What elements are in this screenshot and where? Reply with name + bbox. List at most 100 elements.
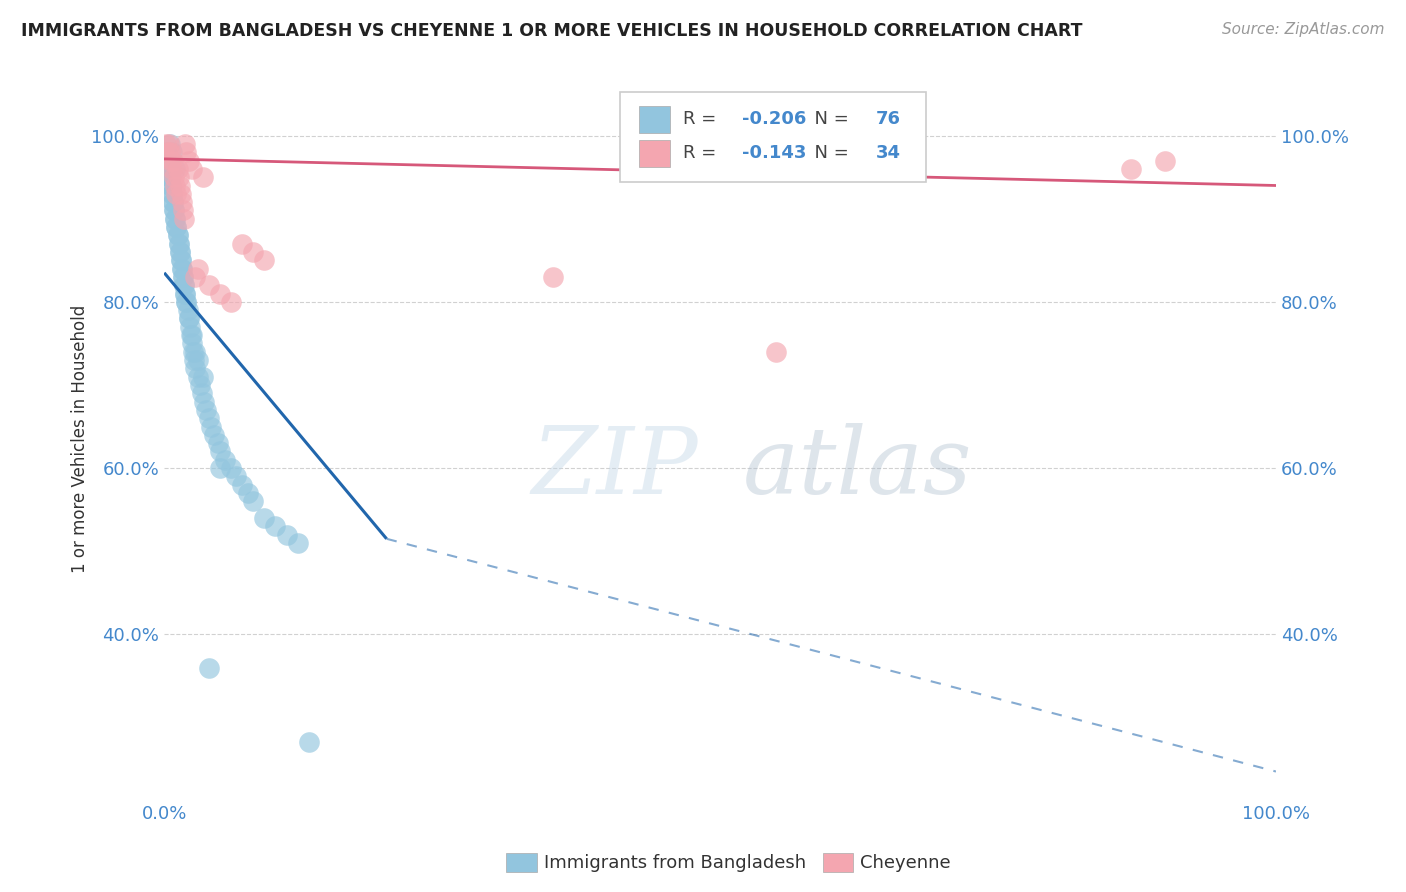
Point xyxy=(174,286,197,301)
Point xyxy=(170,253,193,268)
Point xyxy=(181,161,204,176)
Point xyxy=(765,344,787,359)
Text: 34: 34 xyxy=(876,145,901,162)
Text: 76: 76 xyxy=(876,111,901,128)
Point xyxy=(173,211,195,226)
Point xyxy=(170,195,193,210)
Point xyxy=(159,170,181,185)
Point xyxy=(179,319,201,334)
Point xyxy=(155,136,177,151)
Point xyxy=(172,203,194,218)
Text: -0.143: -0.143 xyxy=(742,145,807,162)
Point xyxy=(156,145,179,160)
Point xyxy=(264,519,287,533)
Point xyxy=(170,261,193,276)
Point xyxy=(191,386,214,401)
Text: IMMIGRANTS FROM BANGLADESH VS CHEYENNE 1 OR MORE VEHICLES IN HOUSEHOLD CORRELATI: IMMIGRANTS FROM BANGLADESH VS CHEYENNE 1… xyxy=(21,22,1083,40)
Point xyxy=(191,170,214,185)
Point xyxy=(156,153,179,168)
Point xyxy=(177,311,200,326)
Point xyxy=(159,145,181,160)
Point xyxy=(163,203,186,218)
Point xyxy=(165,186,187,201)
Point xyxy=(202,428,225,442)
Point xyxy=(197,278,219,293)
Point xyxy=(184,361,207,376)
FancyBboxPatch shape xyxy=(620,92,925,182)
Point xyxy=(166,228,188,243)
Point xyxy=(184,269,207,284)
Point xyxy=(253,253,276,268)
Point xyxy=(184,344,207,359)
Point xyxy=(160,161,183,176)
Point xyxy=(155,145,177,160)
Point xyxy=(231,477,253,491)
Point xyxy=(219,461,242,475)
Point xyxy=(208,461,231,475)
Point xyxy=(165,211,187,226)
Point xyxy=(181,328,204,343)
Text: ZIP: ZIP xyxy=(531,423,697,513)
Point xyxy=(174,286,197,301)
Text: N =: N = xyxy=(803,145,855,162)
FancyBboxPatch shape xyxy=(638,140,671,167)
Point xyxy=(167,170,190,185)
Point xyxy=(177,311,200,326)
Text: R =: R = xyxy=(683,111,723,128)
Point xyxy=(157,136,180,151)
Point xyxy=(188,378,211,392)
Text: N =: N = xyxy=(803,111,855,128)
Point xyxy=(162,153,184,168)
Point xyxy=(160,178,183,193)
Point xyxy=(173,278,195,293)
Point xyxy=(181,336,204,351)
Point xyxy=(187,369,209,384)
Point xyxy=(160,153,183,168)
Point xyxy=(207,436,229,450)
Point xyxy=(208,444,231,458)
Point xyxy=(174,136,197,151)
Point xyxy=(160,186,183,201)
Point xyxy=(1153,153,1175,168)
Point xyxy=(165,220,187,235)
Point xyxy=(287,536,309,550)
Point xyxy=(253,511,276,525)
Point xyxy=(181,344,204,359)
Text: Cheyenne: Cheyenne xyxy=(860,855,950,872)
Point xyxy=(156,153,179,168)
Point xyxy=(1121,161,1143,176)
Point xyxy=(173,278,195,293)
Point xyxy=(165,220,187,235)
Y-axis label: 1 or more Vehicles in Household: 1 or more Vehicles in Household xyxy=(72,305,89,574)
Point xyxy=(167,236,190,251)
Point xyxy=(214,452,236,467)
Point xyxy=(160,178,183,193)
Point xyxy=(183,353,205,368)
Point xyxy=(157,161,180,176)
Point xyxy=(170,186,193,201)
Text: R =: R = xyxy=(683,145,723,162)
Point xyxy=(176,303,198,318)
Point xyxy=(208,286,231,301)
Text: Source: ZipAtlas.com: Source: ZipAtlas.com xyxy=(1222,22,1385,37)
Point xyxy=(172,269,194,284)
Point xyxy=(159,136,181,151)
Point xyxy=(242,494,264,508)
Point xyxy=(276,527,298,541)
Point xyxy=(160,145,183,160)
Point xyxy=(298,735,321,749)
Point xyxy=(180,328,202,343)
Text: Immigrants from Bangladesh: Immigrants from Bangladesh xyxy=(544,855,806,872)
Point xyxy=(543,269,565,284)
Point xyxy=(187,353,209,368)
Point xyxy=(162,195,184,210)
Point xyxy=(159,170,181,185)
Point xyxy=(193,394,215,409)
Point xyxy=(191,369,214,384)
Point xyxy=(170,253,193,268)
Point xyxy=(225,469,247,483)
Point xyxy=(172,269,194,284)
Point xyxy=(231,236,253,251)
Text: atlas: atlas xyxy=(742,423,972,513)
Point xyxy=(176,145,198,160)
